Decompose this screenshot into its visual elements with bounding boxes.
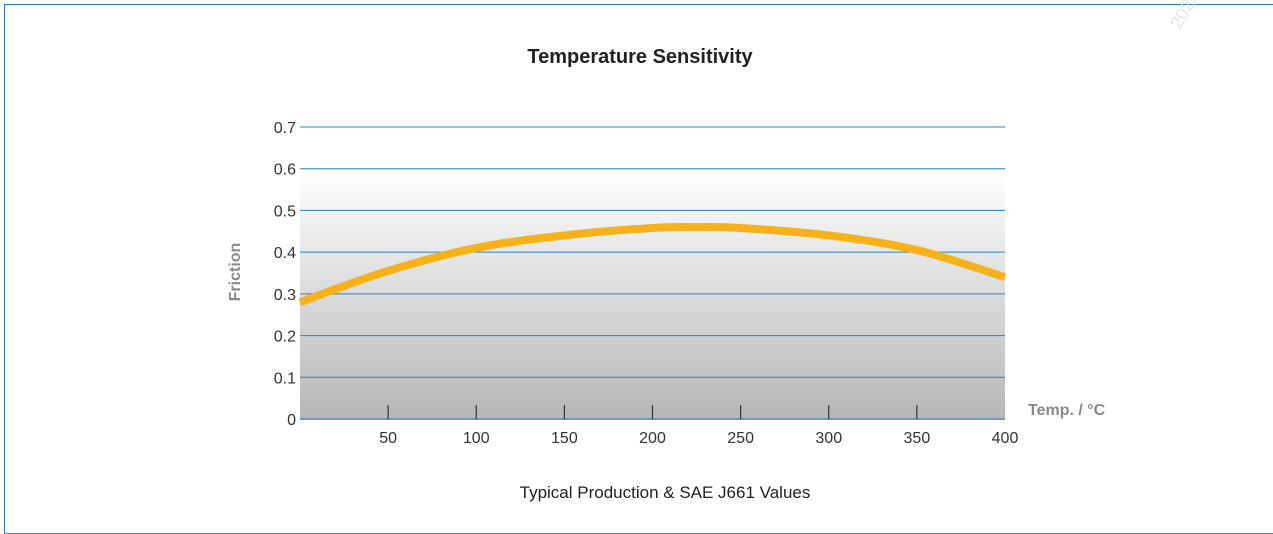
x-tick-label: 400 <box>992 430 1019 447</box>
x-tick-label: 250 <box>727 430 754 447</box>
x-axis-label: Temp. / °C <box>1028 402 1106 419</box>
y-tick-label: 0.3 <box>274 287 296 304</box>
y-tick-label: 0.5 <box>274 203 296 220</box>
x-tick-label: 300 <box>815 430 842 447</box>
y-tick-label: 0 <box>287 412 296 429</box>
y-tick-label: 0.4 <box>274 245 296 262</box>
x-tick-label: 350 <box>904 430 931 447</box>
watermark: 2025 <box>1166 0 1203 32</box>
chart-svg: 2025 50 100 150 200 250 300 350 400 0 0.1 0.2 0.3 0… <box>274 0 1204 447</box>
plot-background <box>300 170 1005 420</box>
friction-series-line <box>298 223 1007 306</box>
y-tick-label: 0.1 <box>274 370 296 387</box>
x-tick-label: 200 <box>639 430 666 447</box>
y-tick-label: 0.7 <box>274 120 296 137</box>
x-tick-label: 50 <box>379 430 397 447</box>
chart-caption: Typical Production & SAE J661 Values <box>519 483 811 502</box>
x-tick-label: 150 <box>551 430 578 447</box>
x-tick-label: 100 <box>463 430 490 447</box>
y-tick-label: 0.6 <box>274 162 296 179</box>
chart-title: Temperature Sensitivity <box>527 46 753 68</box>
y-tick-label: 0.2 <box>274 329 296 346</box>
